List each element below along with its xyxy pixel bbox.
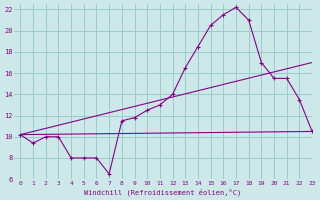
- X-axis label: Windchill (Refroidissement éolien,°C): Windchill (Refroidissement éolien,°C): [84, 188, 242, 196]
